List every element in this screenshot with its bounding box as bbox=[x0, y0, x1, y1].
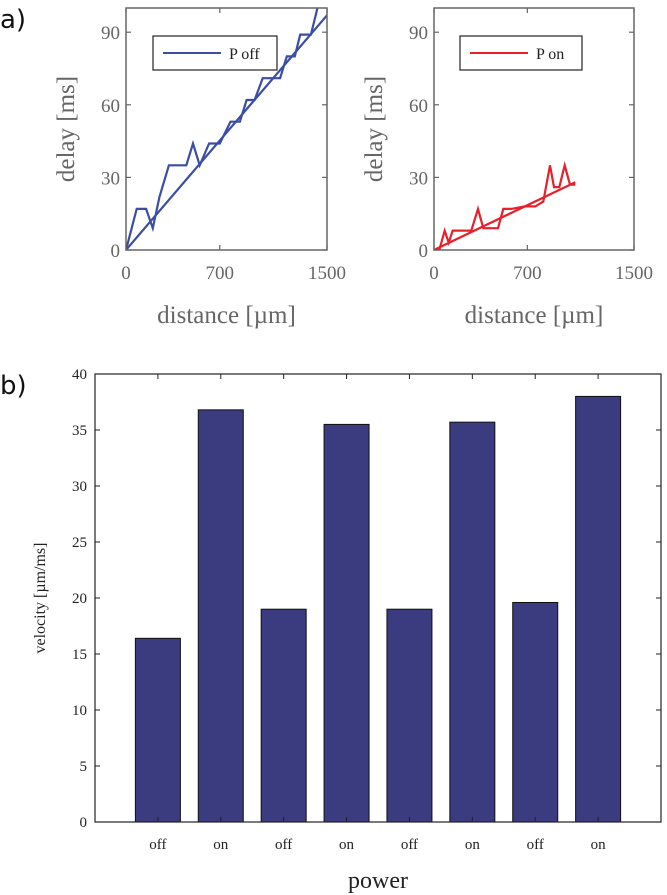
y-tick-label: 0 bbox=[419, 241, 429, 262]
y-tick-label: 90 bbox=[101, 23, 120, 44]
x-tick-label: 1500 bbox=[615, 263, 653, 284]
axes-frame bbox=[125, 7, 328, 251]
y-tick-label: 90 bbox=[409, 23, 428, 44]
x-axis-label: power bbox=[348, 868, 408, 894]
x-tick-label: off bbox=[275, 837, 292, 853]
x-tick-label: 700 bbox=[206, 263, 235, 284]
y-axis-label: delay [ms] bbox=[53, 76, 80, 182]
chart-delay-p-off: 0 30 60 90 0 700 1500 distance [µm] delay [ms] P … bbox=[53, 7, 346, 329]
y-axis-label: delay [ms] bbox=[361, 76, 388, 182]
x-tick-label: off bbox=[149, 837, 166, 853]
chart-delay-p-on: 0 30 60 90 0 700 1500 distance [µm] delay [ms] P … bbox=[361, 7, 653, 329]
x-axis-label: distance [µm] bbox=[157, 302, 296, 329]
x-tick-label: 700 bbox=[513, 263, 542, 284]
legend: P off bbox=[152, 35, 278, 71]
bar bbox=[575, 395, 622, 823]
x-tick-label: off bbox=[527, 837, 544, 853]
y-tick-label: 60 bbox=[409, 96, 428, 117]
legend-label: P off bbox=[229, 46, 260, 63]
x-axis-label: distance [µm] bbox=[465, 302, 604, 329]
y-tick-label: 0 bbox=[80, 815, 88, 831]
series-line-measured bbox=[434, 160, 576, 250]
y-axis-label: velocity [µm/ms] bbox=[32, 543, 49, 654]
plot-area bbox=[126, 8, 327, 250]
bar bbox=[134, 637, 181, 823]
x-tick-label: on bbox=[465, 837, 481, 853]
series-line-fit bbox=[126, 14, 327, 250]
plot-area bbox=[434, 160, 576, 250]
bar bbox=[323, 423, 370, 823]
legend: P on bbox=[459, 35, 583, 71]
bar bbox=[449, 421, 496, 823]
x-tick-label: 0 bbox=[121, 263, 131, 284]
x-tick-label: 0 bbox=[429, 263, 439, 284]
series-line-fit bbox=[434, 181, 576, 250]
x-tick-label: off bbox=[401, 837, 418, 853]
y-tick-label: 15 bbox=[72, 647, 87, 663]
y-tick-label: 60 bbox=[101, 96, 120, 117]
y-tick-label: 5 bbox=[80, 759, 88, 775]
y-tick-label: 40 bbox=[72, 367, 87, 383]
chart-velocity-bars: off on off on off on off on 0 5 10 15 20 25 30 35 40 powe… bbox=[32, 367, 662, 894]
bar bbox=[512, 601, 559, 823]
y-tick-label: 30 bbox=[72, 479, 87, 495]
y-tick-label: 30 bbox=[409, 168, 428, 189]
y-tick-label: 10 bbox=[72, 703, 87, 719]
axes-frame bbox=[433, 7, 635, 251]
x-tick-label: 1500 bbox=[308, 263, 346, 284]
bar bbox=[197, 409, 244, 823]
x-tick-label: on bbox=[591, 837, 607, 853]
legend-label: P on bbox=[536, 46, 564, 63]
panel-label-a: a) bbox=[0, 5, 26, 35]
bar bbox=[260, 608, 307, 823]
y-tick-label: 35 bbox=[72, 423, 87, 439]
y-tick-label: 30 bbox=[101, 168, 120, 189]
y-tick-label: 25 bbox=[72, 535, 87, 551]
bar bbox=[386, 608, 433, 823]
x-tick-label: on bbox=[213, 837, 229, 853]
x-tick-label: on bbox=[339, 837, 355, 853]
panel-label-b: b) bbox=[0, 371, 27, 401]
y-tick-label: 20 bbox=[72, 591, 87, 607]
y-tick-label: 0 bbox=[111, 241, 121, 262]
